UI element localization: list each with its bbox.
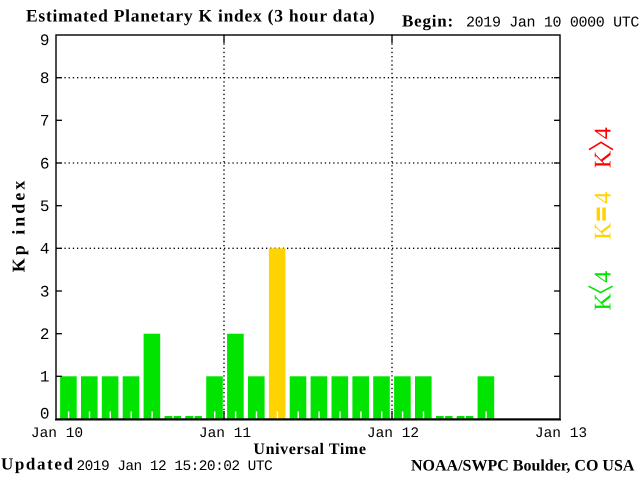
svg-text:0: 0 [40, 406, 50, 424]
svg-text:4: 4 [40, 241, 50, 259]
svg-text:9: 9 [40, 32, 50, 50]
svg-text:Jan 12: Jan 12 [367, 426, 419, 442]
svg-text:5: 5 [40, 198, 50, 216]
svg-text:NOAA/SWPC Boulder, CO USA: NOAA/SWPC Boulder, CO USA [411, 458, 635, 475]
svg-text:7: 7 [40, 113, 50, 131]
svg-text:Estimated Planetary K index (3: Estimated Planetary K index (3 hour data… [26, 6, 375, 26]
svg-text:K: K [591, 150, 617, 168]
svg-text:2019 Jan 10 0000 UTC: 2019 Jan 10 0000 UTC [466, 15, 639, 32]
svg-text:Updated: Updated [1, 455, 75, 474]
svg-text:6: 6 [40, 155, 50, 173]
svg-text:Universal Time: Universal Time [253, 441, 366, 458]
svg-text:Kp index: Kp index [9, 178, 29, 273]
svg-text:8: 8 [40, 70, 50, 88]
svg-text:4: 4 [591, 271, 617, 283]
svg-text:1: 1 [40, 369, 50, 387]
svg-text:Jan 11: Jan 11 [199, 426, 251, 442]
svg-text:Jan 13: Jan 13 [535, 426, 587, 442]
svg-text:Jan 10: Jan 10 [31, 426, 83, 442]
svg-text:K: K [591, 222, 617, 240]
svg-text:4: 4 [591, 192, 617, 204]
svg-text:2: 2 [40, 326, 50, 344]
svg-text:3: 3 [40, 283, 50, 301]
svg-text:2019 Jan 12 15:20:02 UTC: 2019 Jan 12 15:20:02 UTC [77, 459, 273, 475]
svg-text:Begin:: Begin: [402, 12, 454, 31]
svg-text:4: 4 [591, 127, 617, 139]
svg-text:K: K [591, 293, 617, 311]
